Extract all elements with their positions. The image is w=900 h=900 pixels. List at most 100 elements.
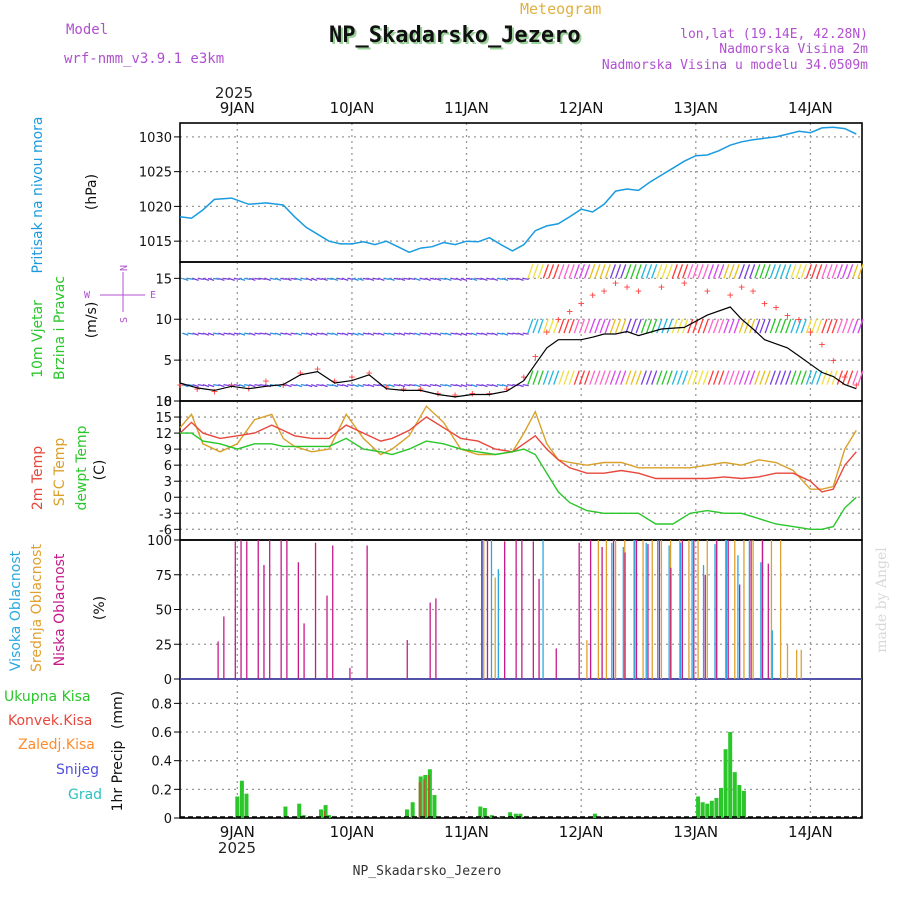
wind-barb: [419, 277, 426, 280]
model-label: Model: [66, 22, 108, 38]
wind-barb: [821, 370, 828, 385]
wind-barb: [522, 277, 529, 280]
precip-total-bar: [508, 812, 513, 818]
wind-barb: [656, 264, 663, 279]
wind-barb: [682, 264, 689, 279]
panel-frame: [179, 678, 863, 819]
wind-barb: [635, 264, 642, 279]
wind-barb: [465, 384, 473, 387]
precip-total-bar: [404, 809, 409, 818]
precip-total-bar: [518, 813, 523, 818]
bottom-day-label: 9JAN: [220, 823, 255, 841]
wind-barb: [852, 264, 859, 279]
wind-barb: [733, 264, 740, 279]
wind-barb: [352, 384, 359, 388]
wind-barb: [702, 264, 709, 279]
wind-barb: [336, 384, 344, 387]
wind-barb: [388, 332, 395, 336]
wind-barb: [476, 384, 483, 387]
wind-barb: [589, 318, 596, 334]
wind-barb: [558, 370, 565, 385]
wind-barb: [718, 318, 725, 334]
wind-barb: [537, 318, 544, 334]
precip-label: 1hr Precip: [110, 741, 126, 812]
wind-barb: [754, 370, 761, 385]
wind-barb: [573, 318, 580, 334]
wind-barb: [857, 318, 864, 334]
wind-barb: [501, 277, 509, 281]
bottom-date-axis: 9JAN 10JAN 11JAN 12JAN 13JAN 14JAN: [220, 823, 833, 841]
wind-barb: [841, 264, 849, 279]
wind-barb: [512, 332, 519, 335]
wind-barb: [645, 264, 653, 279]
wind-barb: [182, 332, 189, 336]
wind-barb: [388, 384, 395, 388]
wind-barb: [841, 318, 849, 334]
cloud-unit: (%): [92, 596, 108, 620]
wind-barb: [290, 277, 297, 280]
wind-barb: [285, 277, 292, 281]
wind-barb: [589, 264, 596, 279]
wind-barb: [476, 332, 483, 335]
wind-barb: [723, 318, 730, 334]
wind-barb: [295, 332, 302, 336]
chart-title: NP_Skadarsko_Jezero: [329, 23, 581, 48]
top-day-label: 11JAN: [444, 99, 489, 117]
wind-barb: [373, 332, 380, 335]
wind-gust-marker: +: [853, 379, 860, 392]
wind-barb: [223, 277, 230, 280]
wind-barb: [656, 318, 663, 334]
wind-barb: [692, 318, 699, 334]
wind-barb: [790, 370, 797, 385]
precip-total-bar: [244, 793, 249, 818]
wind-barb: [429, 384, 436, 387]
ytick-label: 1030: [139, 131, 172, 146]
wind-barb: [238, 332, 246, 336]
ytick-label: 1025: [139, 166, 172, 181]
bottom-day-label: 12JAN: [559, 823, 604, 841]
wind-barb: [542, 370, 549, 385]
wind-barb: [388, 277, 395, 281]
precip-total-bar: [741, 790, 746, 818]
wind-barb: [718, 264, 725, 279]
bottom-day-label: 13JAN: [673, 823, 718, 841]
top-day-label: 13JAN: [673, 99, 718, 117]
wind-barb: [671, 370, 678, 385]
wind-barb: [728, 370, 735, 385]
wind-barb: [259, 332, 266, 335]
wind-gust-marker: +: [784, 309, 791, 322]
wind-barb: [383, 384, 390, 387]
wind-barb: [563, 370, 570, 385]
wind-barb: [821, 318, 828, 334]
wind-barb: [486, 384, 493, 387]
wind-gust-marker: +: [194, 383, 201, 396]
wind-barb: [537, 264, 544, 279]
wind-barb: [249, 384, 256, 388]
wind-barb: [738, 264, 745, 279]
wind-barb: [790, 318, 797, 334]
wind-gust-marker: +: [773, 301, 780, 314]
wind-barb: [393, 384, 400, 387]
wind-barb: [754, 264, 761, 279]
wind-barb: [347, 332, 354, 335]
wind-barb: [207, 277, 215, 281]
wind-gust-marker: +: [177, 379, 184, 392]
ytick-label: 25: [155, 638, 172, 653]
lonlat-label: lon,lat (19.14E, 42.28N): [680, 27, 868, 42]
wind-gust-marker: +: [612, 276, 619, 289]
wind-barb: [357, 332, 364, 336]
compass-rose: W E N S: [84, 265, 156, 323]
wind-barb: [254, 384, 261, 387]
temp-unit: (C): [92, 460, 108, 481]
precip-total-bar: [723, 749, 728, 818]
precip-total-bar: [327, 815, 332, 818]
wind-barb: [398, 277, 406, 281]
wind-barb: [491, 384, 498, 388]
wind-barb: [311, 332, 318, 336]
wind-barb: [517, 277, 524, 281]
wind-barb: [857, 264, 864, 279]
wind-barb: [434, 384, 442, 388]
wind-barb: [481, 277, 488, 281]
temp2m-line: [179, 416, 857, 493]
wind-barb: [491, 277, 498, 281]
